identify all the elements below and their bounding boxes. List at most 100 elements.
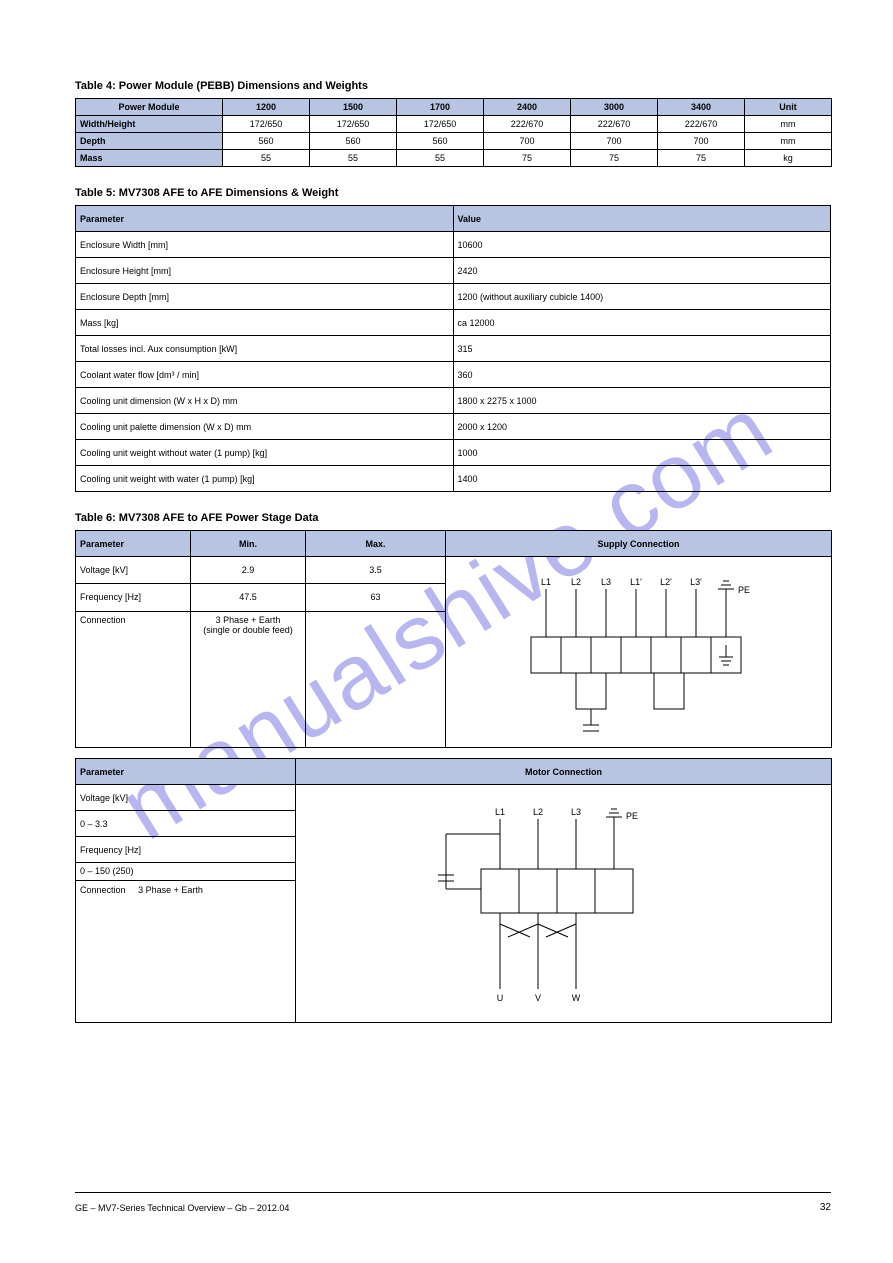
cell: 1200 (without auxiliary cubicle 1400) [453,284,831,310]
col-header: Parameter [76,759,296,785]
cell: 560 [397,133,484,150]
diagram-label: W [572,993,581,1003]
diagram-label: L3 [601,577,611,587]
cell: 75 [484,150,571,167]
cell: Total losses incl. Aux consumption [kW] [76,336,454,362]
table-row: Enclosure Depth [mm]1200 (without auxili… [76,284,831,310]
col-header: 3000 [571,99,658,116]
table4-heading: Table 4: Power Module (PEBB) Dimensions … [75,80,831,92]
cell: 560 [223,133,310,150]
col-header: Parameter [76,531,191,557]
col-header: Min. [191,531,306,557]
col-header: 1200 [223,99,310,116]
cell: 2.9 [191,557,306,584]
table-power-stage-motor: Parameter Motor Connection Voltage [kV] [75,758,832,1023]
col-header: 2400 [484,99,571,116]
row-header: Depth [76,133,223,150]
cell: 315 [453,336,831,362]
footer-left: GE – MV7-Series Technical Overview – Gb … [75,1203,289,1213]
table-row: Mass [kg]ca 12000 [76,310,831,336]
table-dimensions: Parameter Value Enclosure Width [mm]1060… [75,205,831,492]
cell: Cooling unit palette dimension (W x D) m… [76,414,454,440]
cell: Voltage [kV] [76,785,296,811]
diagram-label: L2 [571,577,581,587]
diagram-label: L1' [630,577,642,587]
table-row: Cooling unit dimension (W x H x D) mm180… [76,388,831,414]
cell: 222/670 [484,116,571,133]
cell: 75 [658,150,745,167]
col-header: Unit [745,99,832,116]
cell: mm [745,133,832,150]
table-row: Total losses incl. Aux consumption [kW]3… [76,336,831,362]
table-row: Cooling unit weight with water (1 pump) … [76,466,831,492]
table-row: Cooling unit palette dimension (W x D) m… [76,414,831,440]
diagram-label: L3 [571,807,581,817]
col-header: Value [453,206,831,232]
cell: 172/650 [310,116,397,133]
col-header: Parameter [76,206,454,232]
table-row: Parameter Motor Connection [76,759,832,785]
table-row: Parameter Value [76,206,831,232]
cell: 3 Phase + Earth (single or double feed) [191,611,306,747]
cell: Mass [kg] [76,310,454,336]
cell: 560 [310,133,397,150]
diagram-label: L2 [533,807,543,817]
footer-page-number: 32 [820,1202,831,1213]
col-header: 3400 [658,99,745,116]
table-row: Parameter Min. Max. Supply Connection [76,531,832,557]
table-pebb: Power Module 1200 1500 1700 2400 3000 34… [75,98,832,167]
motor-diagram-cell: L1 L2 L3 PE U V W [296,785,832,1023]
cell: 700 [658,133,745,150]
cell: 222/670 [658,116,745,133]
cell: ca 12000 [453,310,831,336]
table-row: Voltage [kV] 2.9 3.5 [76,557,832,584]
table-row: Width/Height 172/650 172/650 172/650 222… [76,116,832,133]
row-header: Width/Height [76,116,223,133]
table-row: Power Module 1200 1500 1700 2400 3000 34… [76,99,832,116]
cell: Enclosure Depth [mm] [76,284,454,310]
cell: Cooling unit weight without water (1 pum… [76,440,454,466]
footer-rule [75,1192,831,1193]
table6-heading: Table 6: MV7308 AFE to AFE Power Stage D… [75,512,831,524]
supply-connection-diagram: L1 L2 L3 L1' L2' L3' PE [446,557,832,747]
diagram-label: L1 [495,807,505,817]
cell: Cooling unit dimension (W x H x D) mm [76,388,454,414]
cell: Enclosure Height [mm] [76,258,454,284]
cell [306,611,446,747]
cell: 172/650 [397,116,484,133]
cell: 700 [571,133,658,150]
cell: 222/670 [571,116,658,133]
cell: Frequency [Hz] [76,584,191,611]
cell: mm [745,116,832,133]
table-row: Enclosure Width [mm]10600 [76,232,831,258]
cell: 172/650 [223,116,310,133]
cell: Enclosure Width [mm] [76,232,454,258]
table-power-stage-supply: Parameter Min. Max. Supply Connection Vo… [75,530,832,748]
diagram-label: L2' [660,577,672,587]
cell: kg [745,150,832,167]
table-row: Mass 55 55 55 75 75 75 kg [76,150,832,167]
cell-line: Connection [80,885,126,895]
cell: 0 – 3.3 [76,811,296,837]
cell: Connection [76,611,191,747]
table-row: Voltage [kV] [76,785,832,811]
diagram-label: PE [626,811,638,821]
diagram-label: L3' [690,577,702,587]
cell: 1400 [453,466,831,492]
cell: 55 [397,150,484,167]
col-header: 1700 [397,99,484,116]
page-content: Table 4: Power Module (PEBB) Dimensions … [75,60,831,1023]
col-header: Motor Connection [296,759,832,785]
diagram-label: PE [738,585,750,595]
table-row: Coolant water flow [dm³ / min]360 [76,362,831,388]
cell: Frequency [Hz] [76,837,296,863]
motor-connection-diagram: L1 L2 L3 PE U V W [296,789,832,1019]
cell: 1000 [453,440,831,466]
col-header: Max. [306,531,446,557]
cell: 2420 [453,258,831,284]
cell: 63 [306,584,446,611]
table5-heading: Table 5: MV7308 AFE to AFE Dimensions & … [75,187,831,199]
cell: 3.5 [306,557,446,584]
diagram-label: U [497,993,504,1003]
cell: 75 [571,150,658,167]
